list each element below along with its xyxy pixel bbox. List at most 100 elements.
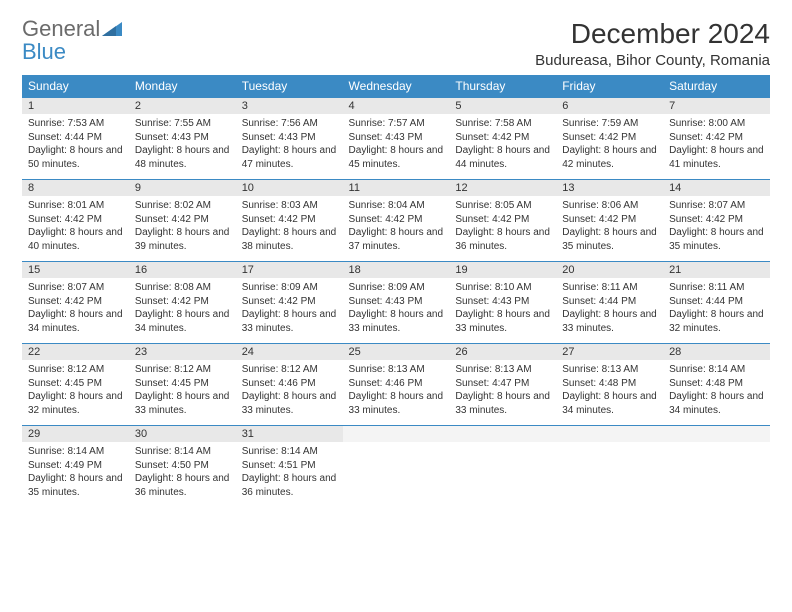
day-body (449, 442, 556, 500)
sunset-line: Sunset: 4:42 PM (669, 131, 764, 145)
weekday-header: Sunday (22, 75, 129, 97)
calendar-day-cell: 21Sunrise: 8:11 AMSunset: 4:44 PMDayligh… (663, 261, 770, 343)
day-body: Sunrise: 7:57 AMSunset: 4:43 PMDaylight:… (343, 114, 450, 179)
weekday-header: Wednesday (343, 75, 450, 97)
day-number: 17 (236, 261, 343, 278)
day-number: 1 (22, 97, 129, 114)
sunrise-line: Sunrise: 8:09 AM (242, 281, 337, 295)
sunset-line: Sunset: 4:51 PM (242, 459, 337, 473)
weekday-header: Monday (129, 75, 236, 97)
sunset-line: Sunset: 4:43 PM (349, 295, 444, 309)
day-body: Sunrise: 8:14 AMSunset: 4:48 PMDaylight:… (663, 360, 770, 425)
calendar-day-cell: 23Sunrise: 8:12 AMSunset: 4:45 PMDayligh… (129, 343, 236, 425)
weekday-header: Saturday (663, 75, 770, 97)
sunset-line: Sunset: 4:43 PM (135, 131, 230, 145)
day-body: Sunrise: 8:11 AMSunset: 4:44 PMDaylight:… (663, 278, 770, 343)
daylight-line: Daylight: 8 hours and 32 minutes. (669, 308, 764, 335)
title-block: December 2024 Budureasa, Bihor County, R… (535, 18, 770, 69)
calendar-day-cell: 9Sunrise: 8:02 AMSunset: 4:42 PMDaylight… (129, 179, 236, 261)
daylight-line: Daylight: 8 hours and 36 minutes. (242, 472, 337, 499)
sunrise-line: Sunrise: 8:13 AM (562, 363, 657, 377)
logo-text-block: General Blue (22, 18, 122, 64)
sunset-line: Sunset: 4:42 PM (669, 213, 764, 227)
sunset-line: Sunset: 4:42 PM (28, 295, 123, 309)
day-number: 3 (236, 97, 343, 114)
logo-triangle-icon (102, 22, 122, 41)
calendar-day-cell (449, 425, 556, 507)
day-body (556, 442, 663, 500)
day-number: 12 (449, 179, 556, 196)
calendar-day-cell: 16Sunrise: 8:08 AMSunset: 4:42 PMDayligh… (129, 261, 236, 343)
day-number: 16 (129, 261, 236, 278)
sunrise-line: Sunrise: 8:06 AM (562, 199, 657, 213)
sunrise-line: Sunrise: 8:12 AM (242, 363, 337, 377)
day-number: 8 (22, 179, 129, 196)
sunset-line: Sunset: 4:44 PM (562, 295, 657, 309)
sunrise-line: Sunrise: 8:00 AM (669, 117, 764, 131)
day-number: 27 (556, 343, 663, 360)
daylight-line: Daylight: 8 hours and 37 minutes. (349, 226, 444, 253)
calendar-page: General Blue December 2024 Budureasa, Bi… (0, 0, 792, 525)
calendar-day-cell: 20Sunrise: 8:11 AMSunset: 4:44 PMDayligh… (556, 261, 663, 343)
calendar-day-cell: 8Sunrise: 8:01 AMSunset: 4:42 PMDaylight… (22, 179, 129, 261)
calendar-week-row: 15Sunrise: 8:07 AMSunset: 4:42 PMDayligh… (22, 261, 770, 343)
day-body: Sunrise: 7:55 AMSunset: 4:43 PMDaylight:… (129, 114, 236, 179)
day-body: Sunrise: 8:04 AMSunset: 4:42 PMDaylight:… (343, 196, 450, 261)
sunset-line: Sunset: 4:42 PM (242, 213, 337, 227)
day-number: 25 (343, 343, 450, 360)
daylight-line: Daylight: 8 hours and 41 minutes. (669, 144, 764, 171)
day-body: Sunrise: 8:14 AMSunset: 4:51 PMDaylight:… (236, 442, 343, 507)
day-number: 18 (343, 261, 450, 278)
calendar-day-cell (663, 425, 770, 507)
sunrise-line: Sunrise: 8:13 AM (349, 363, 444, 377)
day-number: 7 (663, 97, 770, 114)
day-number: 31 (236, 425, 343, 442)
day-body: Sunrise: 8:09 AMSunset: 4:42 PMDaylight:… (236, 278, 343, 343)
daylight-line: Daylight: 8 hours and 35 minutes. (669, 226, 764, 253)
sunrise-line: Sunrise: 7:59 AM (562, 117, 657, 131)
calendar-day-cell: 18Sunrise: 8:09 AMSunset: 4:43 PMDayligh… (343, 261, 450, 343)
sunset-line: Sunset: 4:49 PM (28, 459, 123, 473)
month-title: December 2024 (535, 18, 770, 50)
daylight-line: Daylight: 8 hours and 33 minutes. (562, 308, 657, 335)
calendar-day-cell: 7 Sunrise: 8:00 AMSunset: 4:42 PMDaylight… (663, 97, 770, 179)
day-body: Sunrise: 7:53 AMSunset: 4:44 PMDaylight:… (22, 114, 129, 179)
sunset-line: Sunset: 4:45 PM (28, 377, 123, 391)
calendar-week-row: 22Sunrise: 8:12 AMSunset: 4:45 PMDayligh… (22, 343, 770, 425)
daylight-line: Daylight: 8 hours and 45 minutes. (349, 144, 444, 171)
sunrise-line: Sunrise: 8:05 AM (455, 199, 550, 213)
sunset-line: Sunset: 4:50 PM (135, 459, 230, 473)
sunrise-line: Sunrise: 8:12 AM (135, 363, 230, 377)
logo-word2: Blue (22, 39, 66, 64)
daylight-line: Daylight: 8 hours and 33 minutes. (455, 308, 550, 335)
daylight-line: Daylight: 8 hours and 33 minutes. (455, 390, 550, 417)
day-number: 4 (343, 97, 450, 114)
daylight-line: Daylight: 8 hours and 34 minutes. (28, 308, 123, 335)
sunrise-line: Sunrise: 8:11 AM (562, 281, 657, 295)
sunrise-line: Sunrise: 8:04 AM (349, 199, 444, 213)
sunset-line: Sunset: 4:42 PM (242, 295, 337, 309)
daylight-line: Daylight: 8 hours and 34 minutes. (562, 390, 657, 417)
day-body: Sunrise: 8:03 AMSunset: 4:42 PMDaylight:… (236, 196, 343, 261)
sunrise-line: Sunrise: 8:14 AM (135, 445, 230, 459)
day-number: 26 (449, 343, 556, 360)
day-number: 29 (22, 425, 129, 442)
day-body (663, 442, 770, 500)
day-body: Sunrise: 7:58 AMSunset: 4:42 PMDaylight:… (449, 114, 556, 179)
day-number: 5 (449, 97, 556, 114)
day-number: 13 (556, 179, 663, 196)
daylight-line: Daylight: 8 hours and 33 minutes. (242, 390, 337, 417)
sunset-line: Sunset: 4:45 PM (135, 377, 230, 391)
day-body: Sunrise: 8:08 AMSunset: 4:42 PMDaylight:… (129, 278, 236, 343)
day-body: Sunrise: 8:06 AMSunset: 4:42 PMDaylight:… (556, 196, 663, 261)
sunset-line: Sunset: 4:43 PM (349, 131, 444, 145)
day-body: Sunrise: 8:05 AMSunset: 4:42 PMDaylight:… (449, 196, 556, 261)
day-body (343, 442, 450, 500)
sunset-line: Sunset: 4:42 PM (135, 213, 230, 227)
weekday-header: Thursday (449, 75, 556, 97)
sunset-line: Sunset: 4:44 PM (28, 131, 123, 145)
daylight-line: Daylight: 8 hours and 33 minutes. (135, 390, 230, 417)
calendar-day-cell: 24Sunrise: 8:12 AMSunset: 4:46 PMDayligh… (236, 343, 343, 425)
day-body: Sunrise: 8:13 AMSunset: 4:48 PMDaylight:… (556, 360, 663, 425)
day-body: Sunrise: 7:59 AMSunset: 4:42 PMDaylight:… (556, 114, 663, 179)
